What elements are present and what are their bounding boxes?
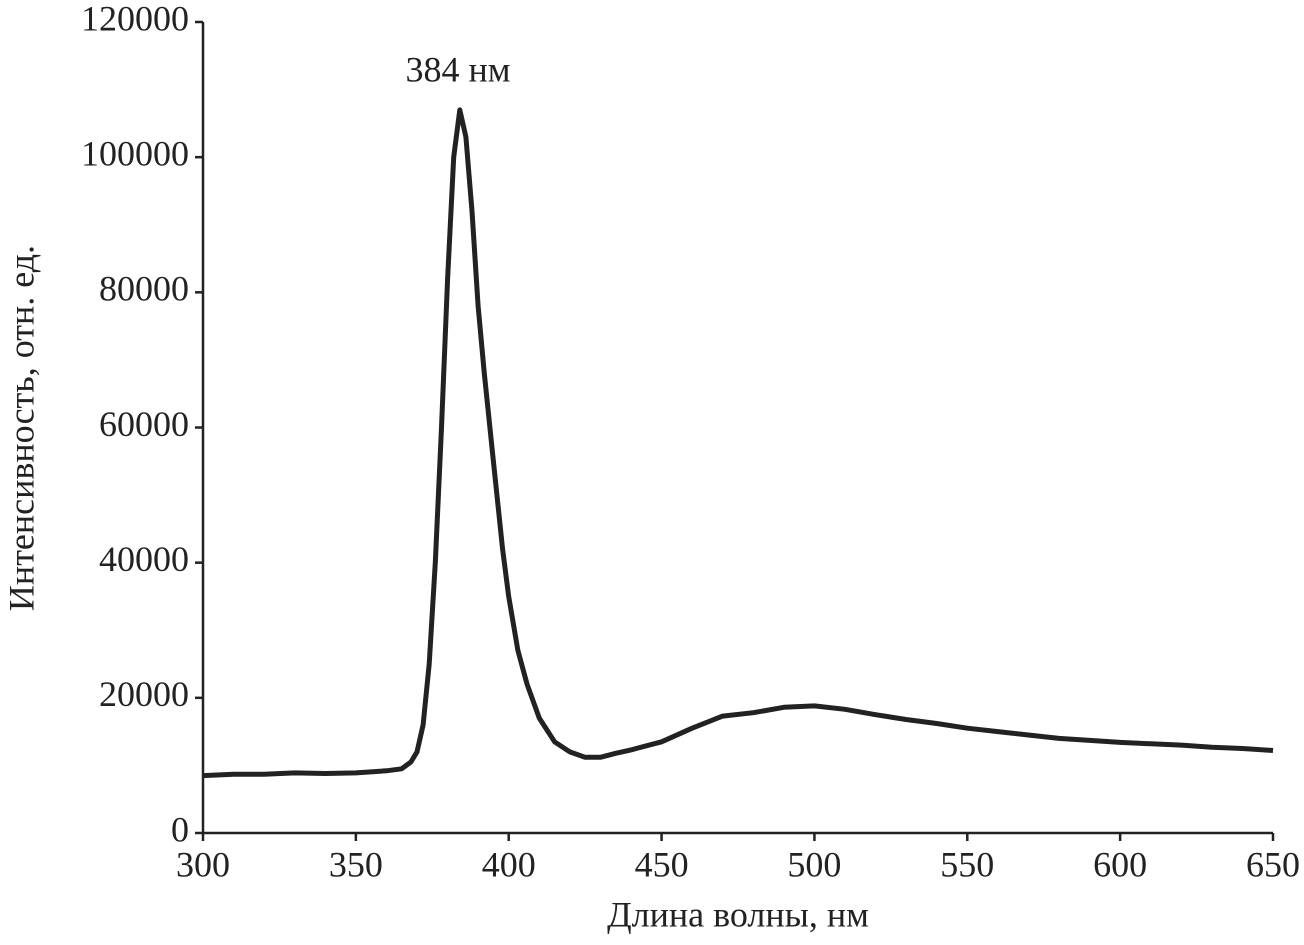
y-tick-label: 100000 [81, 133, 189, 173]
x-axis-label: Длина волны, нм [607, 894, 869, 934]
data-line [202, 107, 1274, 779]
x-tick-label: 500 [787, 844, 841, 884]
x-tick-label: 450 [635, 844, 689, 884]
x-tick-label: 650 [1246, 844, 1300, 884]
y-tick-label: 80000 [99, 269, 189, 309]
peak-annotation: 384 нм [405, 49, 510, 89]
y-tick-label: 0 [171, 809, 189, 849]
x-tick-label: 600 [1093, 844, 1147, 884]
y-tick-label: 40000 [99, 539, 189, 579]
y-axis-label: Интенсивность, отн. ед. [1, 245, 41, 611]
x-tick-label: 550 [940, 844, 994, 884]
x-tick-label: 350 [329, 844, 383, 884]
y-tick-label: 120000 [81, 0, 189, 38]
y-tick-label: 60000 [99, 404, 189, 444]
x-tick-label: 300 [176, 844, 230, 884]
x-tick-label: 400 [482, 844, 536, 884]
y-tick-label: 20000 [99, 674, 189, 714]
